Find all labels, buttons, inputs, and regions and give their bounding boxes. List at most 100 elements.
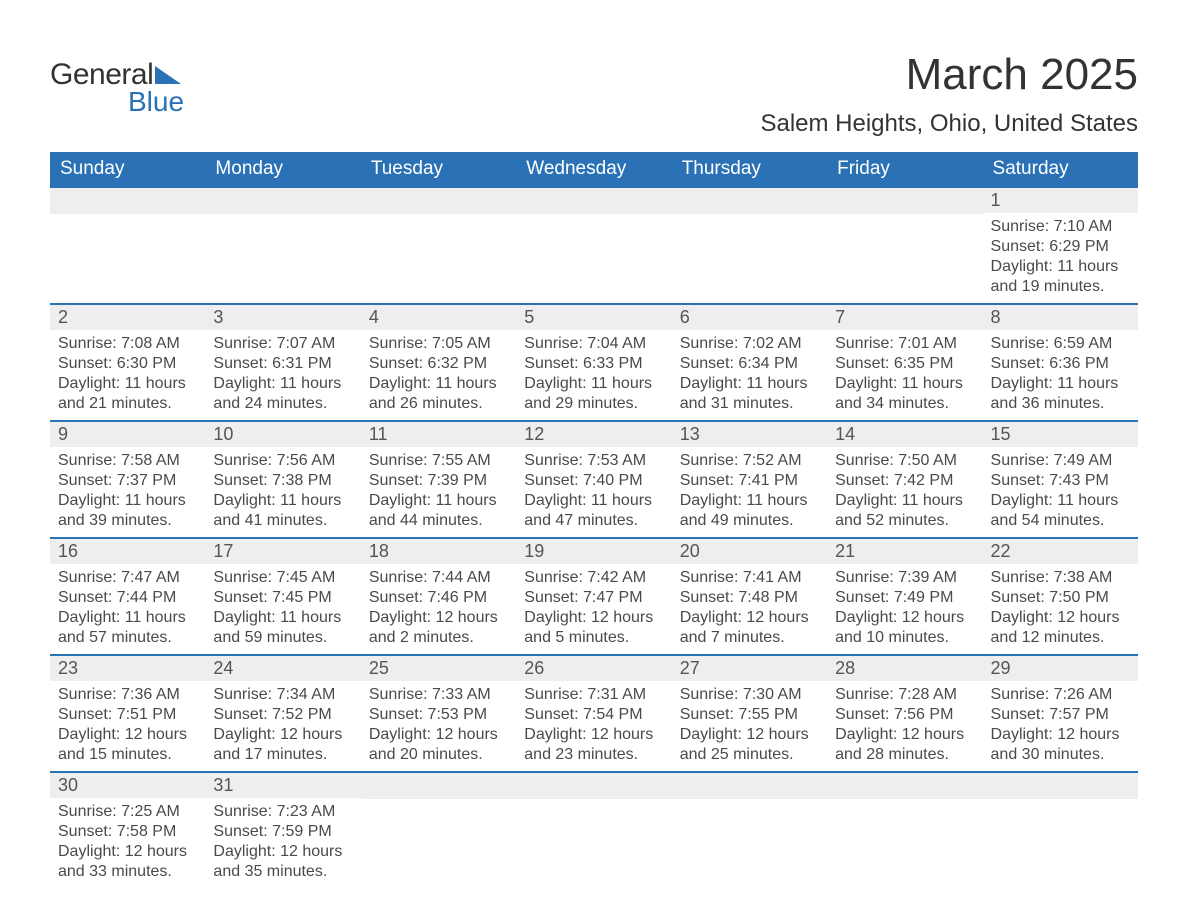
calendar-cell: 3Sunrise: 7:07 AMSunset: 6:31 PMDaylight… [205,304,360,421]
daylight-line-1: Daylight: 11 hours [524,374,663,394]
daylight-line-2: and 12 minutes. [991,628,1130,648]
day-number-empty [672,773,827,799]
calendar-cell: 15Sunrise: 7:49 AMSunset: 7:43 PMDayligh… [983,421,1138,538]
sunrise-line: Sunrise: 7:34 AM [213,685,352,705]
sunrise-line: Sunrise: 7:05 AM [369,334,508,354]
calendar-cell: 13Sunrise: 7:52 AMSunset: 7:41 PMDayligh… [672,421,827,538]
daylight-line-1: Daylight: 12 hours [991,725,1130,745]
calendar-cell [516,187,671,304]
weekday-header: Wednesday [516,152,671,187]
day-number-empty [672,188,827,214]
calendar-cell: 16Sunrise: 7:47 AMSunset: 7:44 PMDayligh… [50,538,205,655]
day-number: 26 [516,656,671,681]
daylight-line-1: Daylight: 12 hours [524,608,663,628]
day-number-empty [516,773,671,799]
calendar-cell: 24Sunrise: 7:34 AMSunset: 7:52 PMDayligh… [205,655,360,772]
day-details: Sunrise: 7:02 AMSunset: 6:34 PMDaylight:… [672,330,827,420]
calendar-week-row: 23Sunrise: 7:36 AMSunset: 7:51 PMDayligh… [50,655,1138,772]
sunset-line: Sunset: 7:50 PM [991,588,1130,608]
sunset-line: Sunset: 7:40 PM [524,471,663,491]
sunrise-line: Sunrise: 7:55 AM [369,451,508,471]
day-number: 27 [672,656,827,681]
title-block: March 2025 Salem Heights, Ohio, United S… [760,30,1138,138]
calendar-cell: 10Sunrise: 7:56 AMSunset: 7:38 PMDayligh… [205,421,360,538]
calendar-cell: 30Sunrise: 7:25 AMSunset: 7:58 PMDayligh… [50,772,205,888]
day-number: 28 [827,656,982,681]
day-details: Sunrise: 7:33 AMSunset: 7:53 PMDaylight:… [361,681,516,771]
day-details: Sunrise: 7:07 AMSunset: 6:31 PMDaylight:… [205,330,360,420]
sunset-line: Sunset: 7:59 PM [213,822,352,842]
weekday-header: Saturday [983,152,1138,187]
daylight-line-1: Daylight: 11 hours [58,491,197,511]
daylight-line-1: Daylight: 12 hours [835,725,974,745]
calendar-cell: 12Sunrise: 7:53 AMSunset: 7:40 PMDayligh… [516,421,671,538]
sunrise-line: Sunrise: 7:01 AM [835,334,974,354]
calendar-cell: 8Sunrise: 6:59 AMSunset: 6:36 PMDaylight… [983,304,1138,421]
daylight-line-1: Daylight: 11 hours [991,491,1130,511]
brand-word2: Blue [128,86,184,118]
calendar-cell: 18Sunrise: 7:44 AMSunset: 7:46 PMDayligh… [361,538,516,655]
sunrise-line: Sunrise: 7:02 AM [680,334,819,354]
calendar-cell [361,187,516,304]
calendar-cell: 9Sunrise: 7:58 AMSunset: 7:37 PMDaylight… [50,421,205,538]
sunset-line: Sunset: 7:38 PM [213,471,352,491]
daylight-line-2: and 47 minutes. [524,511,663,531]
sunrise-line: Sunrise: 7:38 AM [991,568,1130,588]
day-number: 5 [516,305,671,330]
day-details: Sunrise: 7:39 AMSunset: 7:49 PMDaylight:… [827,564,982,654]
daylight-line-1: Daylight: 12 hours [213,725,352,745]
day-number: 4 [361,305,516,330]
day-details: Sunrise: 7:58 AMSunset: 7:37 PMDaylight:… [50,447,205,537]
weekday-header: Thursday [672,152,827,187]
day-details: Sunrise: 7:05 AMSunset: 6:32 PMDaylight:… [361,330,516,420]
day-details: Sunrise: 7:28 AMSunset: 7:56 PMDaylight:… [827,681,982,771]
calendar-cell: 20Sunrise: 7:41 AMSunset: 7:48 PMDayligh… [672,538,827,655]
calendar-cell: 19Sunrise: 7:42 AMSunset: 7:47 PMDayligh… [516,538,671,655]
day-number: 21 [827,539,982,564]
daylight-line-2: and 28 minutes. [835,745,974,765]
day-number: 7 [827,305,982,330]
calendar-cell: 1Sunrise: 7:10 AMSunset: 6:29 PMDaylight… [983,187,1138,304]
daylight-line-1: Daylight: 12 hours [369,725,508,745]
calendar-cell: 28Sunrise: 7:28 AMSunset: 7:56 PMDayligh… [827,655,982,772]
weekday-header: Tuesday [361,152,516,187]
daylight-line-1: Daylight: 12 hours [58,725,197,745]
day-number-empty [827,188,982,214]
calendar-cell: 27Sunrise: 7:30 AMSunset: 7:55 PMDayligh… [672,655,827,772]
day-number-empty [50,188,205,214]
sunrise-line: Sunrise: 7:56 AM [213,451,352,471]
calendar-cell [205,187,360,304]
sunset-line: Sunset: 7:55 PM [680,705,819,725]
sunset-line: Sunset: 7:56 PM [835,705,974,725]
sunset-line: Sunset: 7:48 PM [680,588,819,608]
sunrise-line: Sunrise: 7:58 AM [58,451,197,471]
day-number: 24 [205,656,360,681]
sunrise-line: Sunrise: 7:10 AM [991,217,1130,237]
sunrise-line: Sunrise: 7:44 AM [369,568,508,588]
daylight-line-2: and 44 minutes. [369,511,508,531]
daylight-line-1: Daylight: 11 hours [213,374,352,394]
daylight-line-2: and 34 minutes. [835,394,974,414]
sunrise-line: Sunrise: 7:50 AM [835,451,974,471]
daylight-line-1: Daylight: 11 hours [680,491,819,511]
sunset-line: Sunset: 7:54 PM [524,705,663,725]
day-number: 30 [50,773,205,798]
daylight-line-1: Daylight: 12 hours [991,608,1130,628]
day-details: Sunrise: 7:49 AMSunset: 7:43 PMDaylight:… [983,447,1138,537]
day-details: Sunrise: 7:23 AMSunset: 7:59 PMDaylight:… [205,798,360,888]
page-header: General Blue March 2025 Salem Heights, O… [50,30,1138,138]
sunrise-line: Sunrise: 7:45 AM [213,568,352,588]
sunset-line: Sunset: 7:46 PM [369,588,508,608]
day-number: 3 [205,305,360,330]
daylight-line-1: Daylight: 11 hours [680,374,819,394]
sunrise-line: Sunrise: 7:26 AM [991,685,1130,705]
day-details: Sunrise: 7:26 AMSunset: 7:57 PMDaylight:… [983,681,1138,771]
sunrise-line: Sunrise: 7:25 AM [58,802,197,822]
day-details: Sunrise: 7:34 AMSunset: 7:52 PMDaylight:… [205,681,360,771]
day-number: 31 [205,773,360,798]
weekday-header: Friday [827,152,982,187]
daylight-line-2: and 23 minutes. [524,745,663,765]
daylight-line-1: Daylight: 12 hours [680,725,819,745]
calendar-cell [672,187,827,304]
day-number: 22 [983,539,1138,564]
